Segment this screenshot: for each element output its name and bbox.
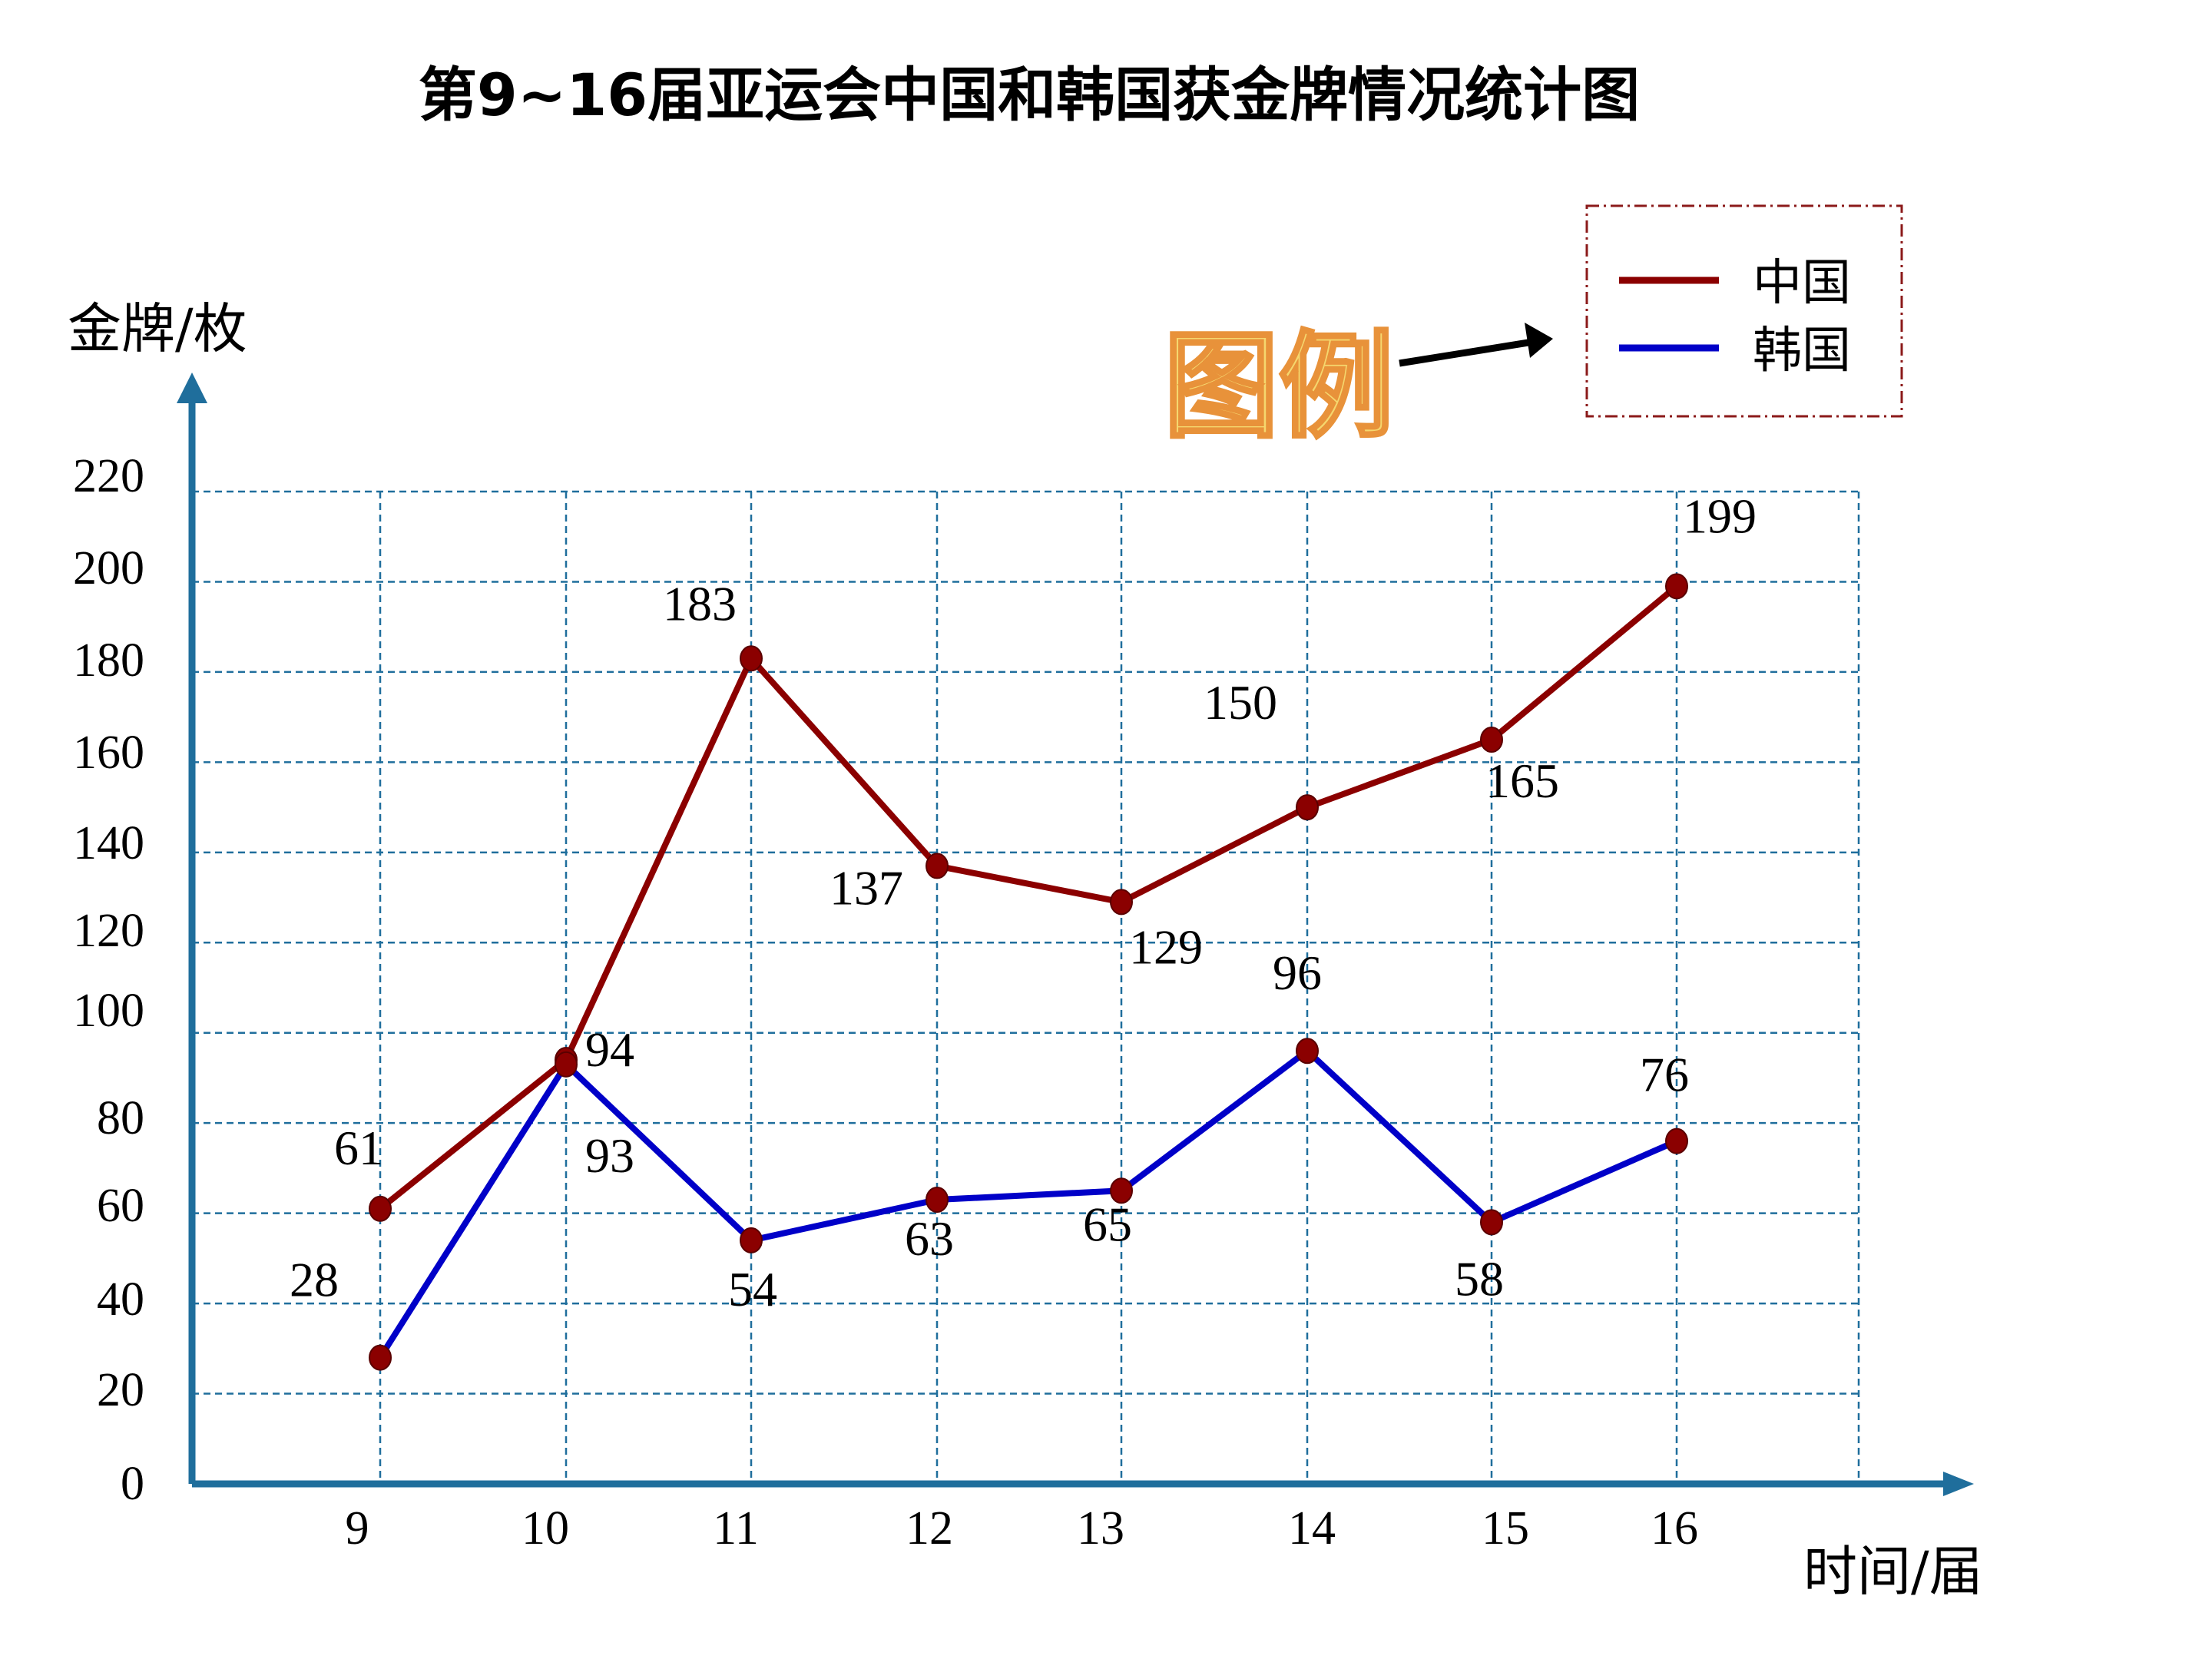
data-label-korea: 93 xyxy=(585,1128,634,1183)
y-tick-labels: 0 20 40 60 80 100 120 140 160 180 200 220 xyxy=(73,450,144,1510)
x-axis-label: 时间/届 xyxy=(1803,1540,1983,1603)
series-line-korea xyxy=(377,1048,1678,1359)
x-tick-label: 14 xyxy=(1288,1502,1336,1555)
data-point-korea xyxy=(1480,1209,1503,1236)
x-tick-label: 11 xyxy=(713,1502,759,1555)
data-label-korea: 54 xyxy=(728,1262,777,1316)
data-point-china xyxy=(926,853,949,879)
legend-arrow xyxy=(1399,339,1529,367)
data-label-china: 183 xyxy=(663,576,737,631)
data-point-china xyxy=(740,645,763,672)
y-tick-label: 180 xyxy=(73,634,144,687)
y-tick-label: 160 xyxy=(73,727,144,779)
data-label-korea: 76 xyxy=(1640,1048,1689,1102)
axes xyxy=(177,373,1974,1496)
data-label-china: 165 xyxy=(1485,753,1559,808)
x-tick-label: 15 xyxy=(1482,1502,1529,1555)
data-point-korea xyxy=(555,1051,578,1078)
y-tick-label: 40 xyxy=(97,1273,144,1326)
data-label-korea: 65 xyxy=(1083,1197,1132,1251)
data-labels: 61 94 183 137 129 150 165 199 28 93 54 63 65 96 58 76 xyxy=(290,488,1757,1316)
x-tick-label: 9 xyxy=(346,1502,369,1555)
y-tick-label: 140 xyxy=(73,817,144,869)
y-axis-arrow xyxy=(177,373,207,403)
data-point-china xyxy=(1296,794,1319,821)
data-label-china: 94 xyxy=(585,1022,634,1077)
data-point-china xyxy=(369,1195,392,1222)
y-axis-label: 金牌/枚 xyxy=(68,297,247,360)
data-label-korea: 63 xyxy=(905,1211,954,1266)
data-label-korea: 28 xyxy=(290,1253,339,1307)
series-line-china xyxy=(378,584,1679,1211)
legend-title: 图例 xyxy=(1164,319,1394,454)
data-point-korea xyxy=(1110,1177,1133,1204)
data-point-korea xyxy=(1665,1128,1688,1154)
legend-arrow-head xyxy=(1525,323,1553,358)
data-point-korea xyxy=(1296,1038,1319,1065)
data-point-korea xyxy=(926,1187,949,1214)
data-label-china: 199 xyxy=(1683,488,1757,543)
series-group xyxy=(369,573,1688,1371)
x-tick-label: 13 xyxy=(1077,1502,1124,1555)
y-tick-label: 100 xyxy=(73,985,144,1037)
x-tick-label: 10 xyxy=(522,1502,569,1555)
chart-title: 第9~16届亚运会中国和韩国获金牌情况统计图 xyxy=(419,61,1640,129)
x-axis-arrow xyxy=(1943,1472,1974,1496)
data-point-china xyxy=(1110,889,1133,916)
data-label-china: 137 xyxy=(830,860,903,915)
x-tick-label: 12 xyxy=(906,1502,953,1555)
data-point-china xyxy=(1480,727,1503,753)
data-point-china xyxy=(1665,573,1688,600)
y-tick-label: 120 xyxy=(73,905,144,957)
legend-label-china: 中国 xyxy=(1753,255,1851,312)
x-tick-label: 16 xyxy=(1651,1502,1698,1555)
data-label-china: 150 xyxy=(1204,675,1277,730)
data-label-china: 129 xyxy=(1129,919,1203,974)
y-tick-label: 20 xyxy=(97,1364,144,1416)
y-tick-label: 0 xyxy=(121,1458,144,1510)
data-point-korea xyxy=(369,1344,392,1371)
data-label-korea: 96 xyxy=(1273,945,1322,1000)
legend-box xyxy=(1585,204,1903,418)
legend-label-korea: 韩国 xyxy=(1753,323,1851,379)
data-label-korea: 58 xyxy=(1455,1251,1504,1306)
data-point-korea xyxy=(740,1227,763,1253)
y-tick-label: 200 xyxy=(73,542,144,594)
y-tick-label: 60 xyxy=(97,1180,144,1232)
y-tick-label: 220 xyxy=(73,450,144,502)
data-label-china: 61 xyxy=(334,1121,383,1175)
x-tick-labels: 9 10 11 12 13 14 15 16 xyxy=(346,1502,1699,1555)
y-tick-label: 80 xyxy=(97,1092,144,1144)
